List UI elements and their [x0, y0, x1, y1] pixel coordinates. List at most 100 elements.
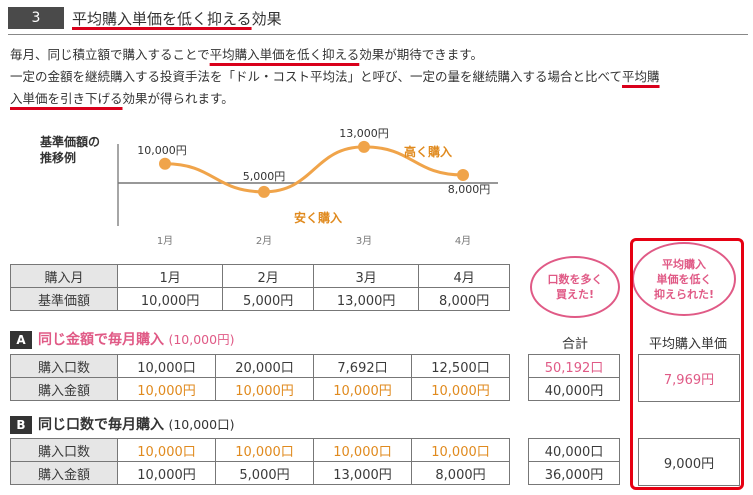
table-cell: 36,000円	[528, 461, 620, 485]
price-table: 購入月 1月 2月 3月 4月 基準価額 10,000円 5,000円 13,0…	[10, 264, 510, 311]
case-a-table: 購入口数 10,000口 20,000口 7,692口 12,500口 購入金額…	[10, 354, 510, 401]
section-title-highlight: 平均購入単価を低く抑える	[72, 10, 252, 28]
table-row: 36,000円	[528, 461, 620, 485]
chart-point	[358, 140, 370, 153]
row-label: 購入金額	[10, 377, 118, 401]
table-cell: 3月	[312, 264, 420, 288]
table-cell: 10,000円	[116, 287, 224, 311]
table-cell: 4月	[418, 264, 510, 288]
bubble-text: 買えた!	[555, 288, 595, 301]
table-row: 40,000円	[528, 377, 620, 401]
table-cell: 5,000円	[222, 287, 314, 311]
chart-point-label: 13,000円	[339, 127, 389, 140]
table-cell: 8,000円	[411, 461, 510, 485]
case-a-heading: A 同じ金額で毎月購入 (10,000円)	[10, 329, 234, 349]
section-title-rest: 効果	[251, 10, 282, 28]
intro-line-3: 入単価を引き下げる効果が得られます。	[10, 88, 745, 110]
case-b-title: 同じ口数で毎月購入	[38, 417, 164, 433]
section-title: 平均購入単価を低く抑える効果	[72, 8, 282, 29]
intro-text-span: 一定の金額を継続購入する投資手法を「ドル・コスト平均法」と呼び、一定の量を継続購…	[10, 69, 623, 84]
intro-text: 毎月、同じ積立額で購入することで平均購入単価を低く抑える効果が期待できます。 一…	[10, 44, 745, 110]
case-b-heading: B 同じ口数で毎月購入 (10,000口)	[10, 414, 234, 434]
average-price-highlight-box	[630, 238, 744, 490]
chart-marks: 10,000円 1月 5,000円 2月 13,000円 3月 8,000円 4月 安く購入 高く…	[137, 127, 490, 247]
table-cell: 2月	[222, 264, 314, 288]
case-b-table: 購入口数 10,000口 10,000口 10,000口 10,000口 購入金…	[10, 438, 510, 485]
table-cell: 10,000円	[117, 461, 216, 485]
table-row: 購入口数 10,000口 20,000口 7,692口 12,500口	[10, 354, 510, 378]
case-a-total-table: 50,192口 40,000円	[528, 354, 620, 401]
table-cell: 10,000円	[411, 377, 510, 401]
bubble-text: 平均購入	[662, 257, 706, 271]
bubble-text: 抑えられた!	[653, 287, 715, 301]
row-label: 購入金額	[10, 461, 118, 485]
case-b-average-value: 9,000円	[638, 438, 740, 486]
price-chart: 基準価額の 推移例 10,000円 1月 5,000円 2月 13,000円 3月 8,00…	[39, 127, 498, 247]
case-b-amount: (10,000口)	[168, 417, 235, 432]
row-label: 購入口数	[10, 354, 118, 378]
row-label: 購入月	[10, 264, 118, 288]
table-cell: 20,000口	[215, 354, 314, 378]
table-cell: 8,000円	[418, 287, 510, 311]
table-cell: 10,000円	[117, 377, 216, 401]
table-row: 40,000口	[528, 438, 620, 462]
table-cell: 7,692口	[313, 354, 412, 378]
chart-x-tick-label: 4月	[455, 235, 471, 247]
table-cell: 10,000円	[215, 377, 314, 401]
chart-annotation: 高く購入	[404, 144, 452, 159]
intro-text-span: 効果が得られます。	[122, 91, 234, 106]
table-row: 購入月 1月 2月 3月 4月	[10, 264, 510, 288]
table-row: 購入金額 10,000円 5,000円 13,000円 8,000円	[10, 461, 510, 485]
chart-point-label: 5,000円	[243, 170, 286, 183]
chart-series-line	[164, 145, 464, 194]
case-b-total-table: 40,000口 36,000円	[528, 438, 620, 485]
section-header: 3 平均購入単価を低く抑える効果	[8, 6, 748, 35]
chart-x-tick-label: 1月	[157, 235, 173, 247]
table-cell: 50,192口	[528, 354, 620, 378]
table-cell: 13,000円	[312, 287, 420, 311]
chart-point	[159, 157, 171, 170]
table-cell: 10,000円	[313, 377, 412, 401]
intro-highlight: 平均購入単価を低く抑える	[209, 47, 360, 62]
chart-point-label: 10,000円	[137, 144, 187, 157]
row-label: 購入口数	[10, 438, 118, 462]
chart-point	[457, 169, 469, 181]
bubble-text: 口数を多く	[547, 273, 603, 286]
case-a-badge: A	[10, 331, 32, 349]
bubble-more-units: 口数を多く 買えた!	[530, 256, 620, 318]
table-cell: 10,000口	[215, 438, 314, 462]
intro-highlight: 平均購	[622, 69, 660, 84]
chart-point	[258, 185, 270, 198]
table-cell: 40,000口	[528, 438, 620, 462]
intro-line-1: 毎月、同じ積立額で購入することで平均購入単価を低く抑える効果が期待できます。	[10, 44, 745, 66]
intro-text-span: 効果が期待できます。	[359, 47, 484, 62]
section-rule	[8, 34, 748, 35]
chart-x-tick-label: 2月	[256, 235, 272, 247]
table-cell: 10,000口	[117, 354, 216, 378]
chart-annotation: 安く購入	[294, 210, 342, 225]
section-number: 3	[8, 7, 64, 29]
chart-point-label: 8,000円	[448, 183, 491, 196]
intro-text-span: 毎月、同じ積立額で購入することで	[10, 47, 210, 62]
table-row: 購入口数 10,000口 10,000口 10,000口 10,000口	[10, 438, 510, 462]
table-cell: 13,000円	[313, 461, 412, 485]
chart-x-tick-label: 3月	[356, 235, 372, 247]
table-cell: 10,000口	[117, 438, 216, 462]
chart-title-line-1: 基準価額の	[39, 134, 100, 149]
bubble-lower-average: 平均購入 単価を低く 抑えられた!	[632, 242, 736, 316]
bubble-text: 単価を低く	[656, 272, 712, 286]
chart-title-line-2: 推移例	[40, 150, 76, 165]
intro-line-2: 一定の金額を継続購入する投資手法を「ドル・コスト平均法」と呼び、一定の量を継続購…	[10, 66, 745, 88]
table-cell: 40,000円	[528, 377, 620, 401]
table-cell: 12,500口	[411, 354, 510, 378]
case-a-amount: (10,000円)	[168, 332, 235, 347]
case-b-badge: B	[10, 416, 32, 434]
average-header: 平均購入単価	[648, 337, 727, 352]
intro-highlight: 入単価を引き下げる	[10, 91, 123, 106]
table-cell: 10,000口	[411, 438, 510, 462]
row-label: 基準価額	[10, 287, 118, 311]
table-cell: 5,000円	[215, 461, 314, 485]
table-cell: 1月	[116, 264, 224, 288]
case-a-title: 同じ金額で毎月購入	[38, 332, 164, 348]
table-row: 50,192口	[528, 354, 620, 378]
